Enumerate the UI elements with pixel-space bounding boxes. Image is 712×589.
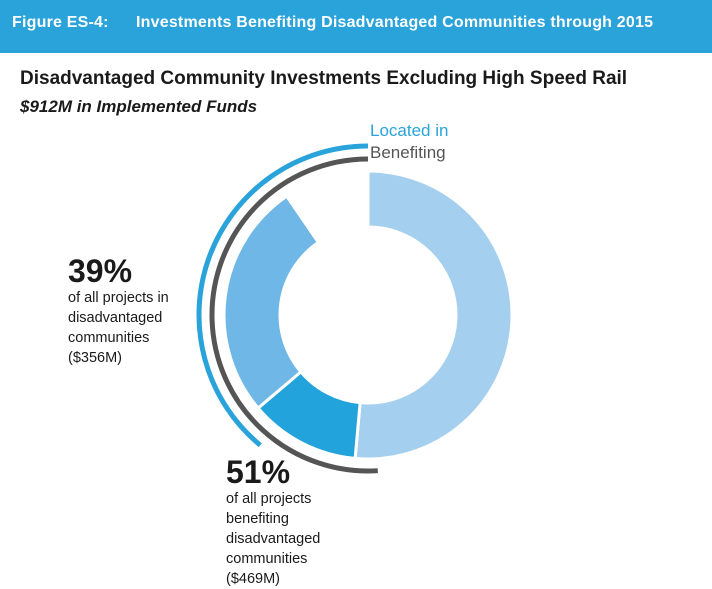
located-in-label: Located in (370, 121, 449, 140)
located-desc-line: of all projects in (68, 290, 169, 306)
benefiting-desc-line: communities (226, 551, 308, 567)
located-desc-line: ($356M) (68, 350, 122, 366)
benefiting-percent: 51% (226, 454, 291, 490)
located-description: of all projects in disadvantaged communi… (68, 288, 198, 368)
donut-slice (353, 169, 514, 461)
benefiting-desc-line: of all projects (226, 491, 312, 507)
benefiting-label: Benefiting (370, 143, 446, 162)
located-in-arc (196, 143, 369, 448)
located-percent: 39% (68, 253, 133, 289)
located-annotation: 39% of all projects in disadvantaged com… (68, 254, 198, 368)
benefiting-arc (209, 156, 378, 474)
donut-slice (284, 169, 370, 245)
located-desc-line: communities (68, 330, 150, 346)
benefiting-desc-line: ($469M) (226, 571, 280, 587)
benefiting-desc-line: disadvantaged (226, 531, 321, 547)
benefiting-description: of all projects benefiting disadvantaged… (226, 489, 356, 589)
donut-slice (222, 194, 321, 411)
figure-header: Figure ES-4: Investments Benefiting Disa… (0, 0, 712, 53)
benefiting-annotation: 51% of all projects benefiting disadvant… (226, 455, 356, 589)
chart-title: Disadvantaged Community Investments Excl… (20, 68, 628, 89)
figure-label: Figure ES-4: (12, 14, 109, 31)
figure-title: Investments Benefiting Disadvantaged Com… (136, 14, 654, 31)
located-desc-line: disadvantaged (68, 310, 163, 326)
benefiting-desc-line: benefiting (226, 511, 289, 527)
chart-subtitle: $912M in Implemented Funds (20, 97, 258, 116)
